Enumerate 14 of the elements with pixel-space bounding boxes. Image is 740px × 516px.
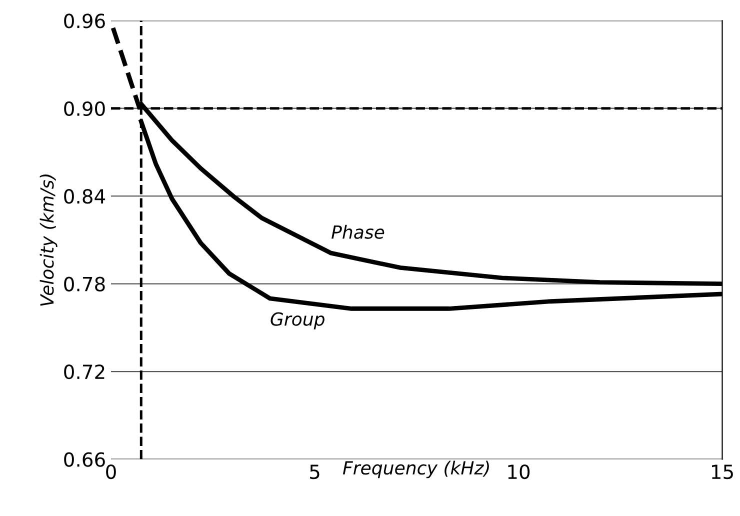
y-tick-label: 0.84 <box>64 189 106 204</box>
x-tick-label: 10 <box>508 464 530 480</box>
y-axis-title: Velocity (km/s) <box>40 174 58 306</box>
x-tick-label: 15 <box>712 464 733 480</box>
x-axis-title: Frequency (kHz) <box>342 460 489 478</box>
y-tick-label: 0.96 <box>64 14 105 28</box>
y-tick-label: 0.72 <box>64 364 104 380</box>
x-tick-label: 5 <box>310 464 320 480</box>
x-tick-label: 0 <box>106 464 116 480</box>
y-tick-label: 0.90 <box>64 101 105 116</box>
series-label: Phase <box>332 224 384 239</box>
y-tick-label: 0.78 <box>64 276 105 292</box>
y-tick-label: 0.66 <box>64 452 105 467</box>
series-label: Group <box>270 312 324 330</box>
